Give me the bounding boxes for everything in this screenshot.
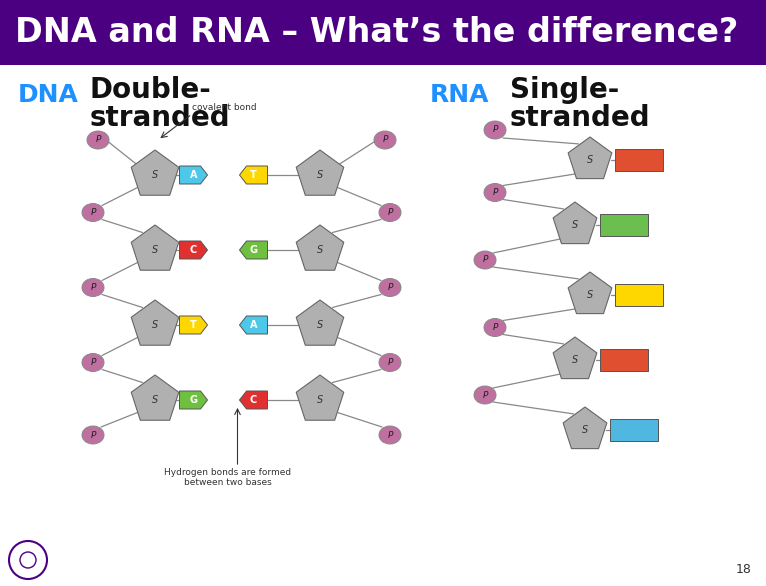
Text: S: S: [317, 245, 323, 255]
Polygon shape: [568, 272, 612, 314]
Ellipse shape: [379, 353, 401, 372]
Text: T: T: [190, 320, 197, 330]
Text: P: P: [493, 323, 498, 332]
Text: P: P: [388, 208, 393, 217]
Text: P: P: [95, 135, 100, 145]
Polygon shape: [563, 407, 607, 449]
Text: S: S: [572, 355, 578, 365]
Ellipse shape: [9, 541, 47, 579]
Ellipse shape: [484, 319, 506, 336]
Text: T: T: [250, 170, 257, 180]
Ellipse shape: [379, 278, 401, 297]
Text: P: P: [90, 208, 96, 217]
Polygon shape: [240, 166, 267, 184]
Ellipse shape: [82, 426, 104, 444]
Text: S: S: [587, 290, 593, 300]
Ellipse shape: [474, 386, 496, 404]
Polygon shape: [568, 137, 612, 179]
Bar: [615, 284, 663, 306]
Text: Double-: Double-: [90, 76, 211, 104]
Text: P: P: [90, 431, 96, 440]
Polygon shape: [179, 391, 208, 409]
Text: 18: 18: [736, 563, 752, 576]
Bar: [600, 214, 648, 236]
Ellipse shape: [82, 278, 104, 297]
Polygon shape: [131, 225, 178, 270]
Text: S: S: [317, 395, 323, 405]
Polygon shape: [179, 316, 208, 334]
Text: P: P: [90, 358, 96, 367]
Ellipse shape: [484, 121, 506, 139]
Text: P: P: [382, 135, 388, 145]
Ellipse shape: [474, 251, 496, 269]
Text: DNA and RNA – What’s the difference?: DNA and RNA – What’s the difference?: [15, 16, 738, 49]
Polygon shape: [296, 225, 344, 270]
Ellipse shape: [82, 203, 104, 222]
Circle shape: [20, 552, 36, 568]
Text: covalent bond: covalent bond: [192, 103, 257, 112]
Text: P: P: [90, 283, 96, 292]
Text: P: P: [388, 431, 393, 440]
Ellipse shape: [379, 203, 401, 222]
Text: C: C: [190, 245, 197, 255]
Text: P: P: [483, 255, 488, 264]
Text: C: C: [250, 395, 257, 405]
Polygon shape: [240, 316, 267, 334]
Text: S: S: [152, 395, 158, 405]
Text: stranded: stranded: [90, 104, 231, 132]
Text: G: G: [189, 395, 198, 405]
Polygon shape: [553, 202, 597, 244]
Text: P: P: [493, 125, 498, 135]
Text: S: S: [572, 220, 578, 230]
Text: DNA: DNA: [18, 83, 79, 107]
Bar: [600, 349, 648, 371]
Text: S: S: [582, 425, 588, 435]
Polygon shape: [179, 166, 208, 184]
Text: P: P: [493, 188, 498, 197]
Polygon shape: [131, 300, 178, 345]
Polygon shape: [553, 337, 597, 379]
Polygon shape: [296, 375, 344, 420]
Polygon shape: [240, 241, 267, 259]
Ellipse shape: [379, 426, 401, 444]
Polygon shape: [296, 150, 344, 195]
Polygon shape: [296, 300, 344, 345]
Text: A: A: [190, 170, 198, 180]
Polygon shape: [179, 241, 208, 259]
Text: S: S: [317, 320, 323, 330]
Polygon shape: [131, 375, 178, 420]
Ellipse shape: [82, 353, 104, 372]
Text: A: A: [250, 320, 257, 330]
FancyBboxPatch shape: [0, 0, 766, 65]
Ellipse shape: [484, 183, 506, 202]
Polygon shape: [131, 150, 178, 195]
Bar: [610, 419, 658, 441]
Text: S: S: [587, 155, 593, 165]
Polygon shape: [240, 391, 267, 409]
Text: S: S: [152, 245, 158, 255]
Text: Single-: Single-: [510, 76, 619, 104]
Text: G: G: [250, 245, 257, 255]
Text: stranded: stranded: [510, 104, 650, 132]
Text: P: P: [388, 358, 393, 367]
Text: S: S: [317, 170, 323, 180]
Text: S: S: [152, 320, 158, 330]
Bar: [615, 149, 663, 171]
Ellipse shape: [87, 131, 109, 149]
Text: RNA: RNA: [430, 83, 489, 107]
Ellipse shape: [374, 131, 396, 149]
Text: P: P: [483, 390, 488, 400]
Text: P: P: [388, 283, 393, 292]
Text: S: S: [152, 170, 158, 180]
Text: Hydrogen bonds are formed
between two bases: Hydrogen bonds are formed between two ba…: [164, 468, 291, 488]
